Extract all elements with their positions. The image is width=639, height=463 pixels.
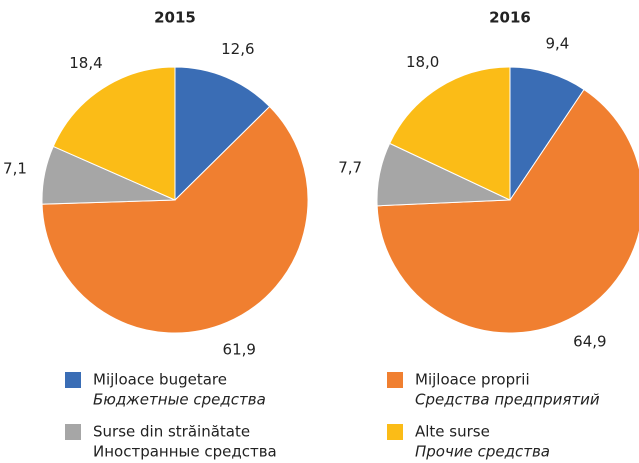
legend-translation: Бюджетные средства bbox=[93, 391, 266, 409]
data-label: 7,7 bbox=[338, 158, 362, 176]
pie-slice bbox=[174, 66, 271, 202]
legend-label: Mijloace bugetare bbox=[93, 371, 227, 389]
data-label: 64,9 bbox=[573, 333, 606, 351]
data-label: 7,1 bbox=[3, 159, 27, 177]
legend-translation: Прочие средства bbox=[415, 443, 550, 461]
legend-swatch bbox=[65, 372, 81, 388]
legend-label: Alte surse bbox=[415, 423, 490, 441]
legend-label: Mijloace proprii bbox=[415, 371, 530, 389]
pie-slice bbox=[388, 66, 511, 201]
data-label: 18,0 bbox=[406, 53, 439, 71]
chart-title: 2015 bbox=[154, 9, 196, 27]
pie-slice bbox=[52, 66, 176, 201]
data-label: 61,9 bbox=[223, 340, 256, 358]
legend-translation: Иностранные средства bbox=[93, 443, 277, 461]
legend-swatch bbox=[387, 372, 403, 388]
legend-translation: Средства предприятий bbox=[415, 391, 600, 409]
data-label: 9,4 bbox=[546, 35, 570, 53]
data-label: 12,6 bbox=[221, 40, 254, 58]
data-label: 18,4 bbox=[69, 54, 102, 72]
pie-slice bbox=[41, 105, 309, 334]
chart-title: 2016 bbox=[489, 9, 531, 27]
pie-slice bbox=[376, 88, 639, 334]
pie-slice bbox=[509, 66, 585, 202]
legend-label: Surse din străinătate bbox=[93, 423, 250, 441]
legend-swatch bbox=[65, 424, 81, 440]
legend-swatch bbox=[387, 424, 403, 440]
